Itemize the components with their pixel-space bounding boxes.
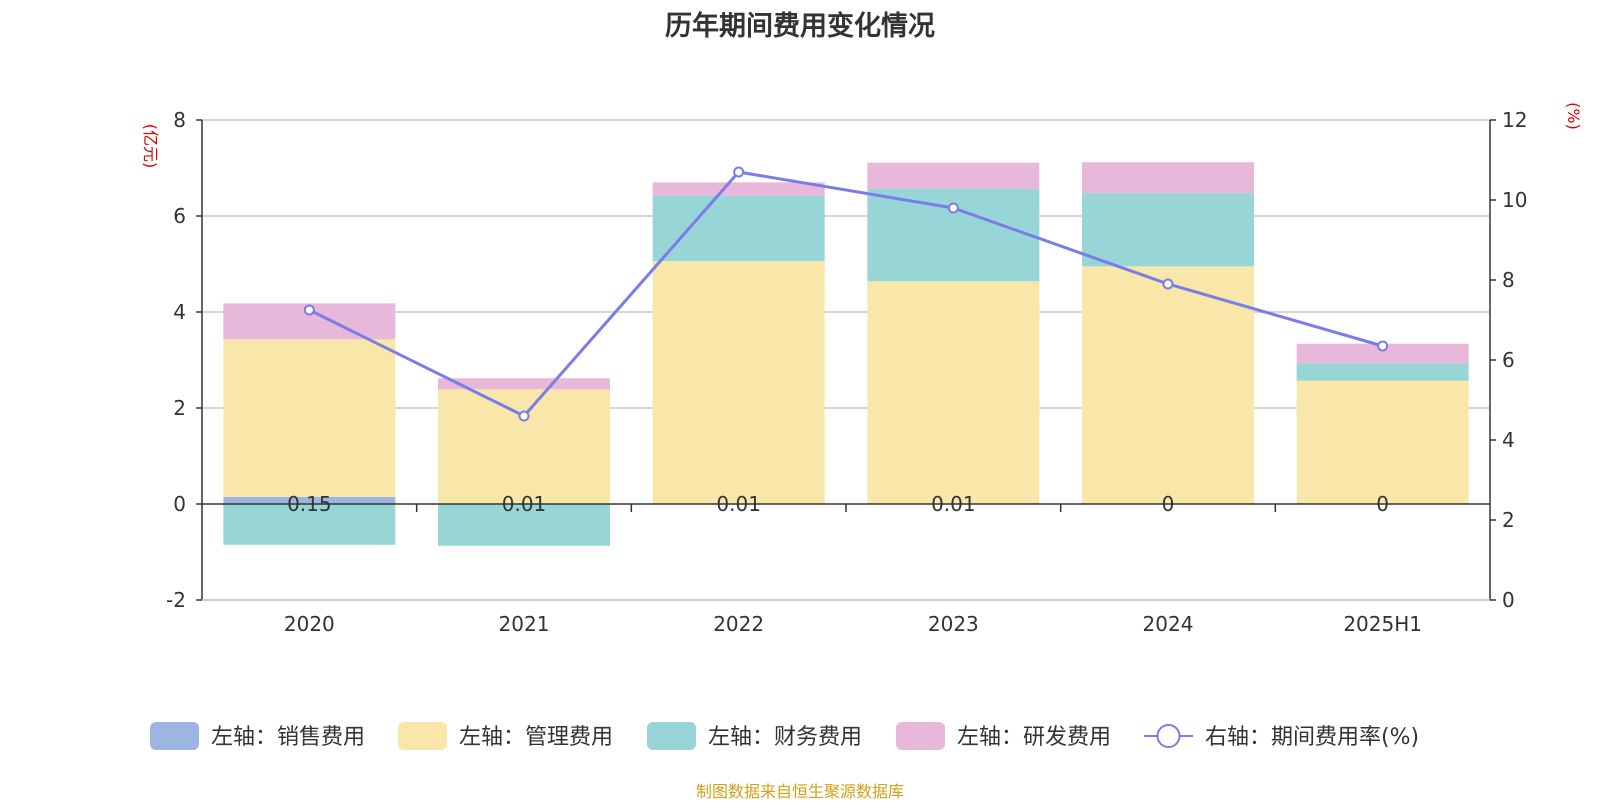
legend-label[interactable]: 左轴：财务费用 xyxy=(708,725,862,750)
left-tick-label: 6 xyxy=(173,204,186,228)
right-tick-label: 0 xyxy=(1502,588,1515,612)
bar-segment xyxy=(1296,380,1469,504)
left-tick-label: 2 xyxy=(173,396,186,420)
bar-segment xyxy=(438,504,610,546)
left-tick-label: 4 xyxy=(173,300,186,324)
category-label: 2024 xyxy=(1143,612,1194,636)
data-labels: 0.15 0.01 0.01 0.01 0 0 xyxy=(287,492,1389,516)
legend-marker xyxy=(1156,724,1181,748)
bar-segment xyxy=(867,162,1040,189)
right-tick-label: 10 xyxy=(1502,188,1527,212)
data-label: 0 xyxy=(1162,492,1175,516)
left-tick-label: 8 xyxy=(173,108,186,132)
legend-swatch xyxy=(647,722,696,750)
rate-point xyxy=(518,410,530,422)
axes: -2 0 2 4 6 8 0 2 4 6 8 10 12 2020 2021 2022 2023 2024 2025… xyxy=(166,108,1527,636)
rate-line xyxy=(308,170,1384,418)
right-tick-label: 8 xyxy=(1502,268,1515,292)
bar-segment xyxy=(1082,162,1254,193)
bar-segment xyxy=(223,496,396,504)
data-label: 0.01 xyxy=(716,492,761,516)
source-note: 制图数据来自恒生聚源数据库 xyxy=(695,782,904,801)
rate-point xyxy=(1162,278,1174,290)
bar-segment xyxy=(223,339,396,497)
bar-segment xyxy=(652,195,825,262)
rate-point xyxy=(1377,340,1389,352)
bar-segment xyxy=(1296,363,1469,381)
data-label: 0.01 xyxy=(931,492,976,516)
bar-segment xyxy=(1082,266,1254,504)
rate-point xyxy=(947,202,959,214)
bar-segment xyxy=(438,378,610,390)
data-label: 0.15 xyxy=(287,492,332,516)
bar-segment xyxy=(223,504,396,545)
category-label: 2020 xyxy=(284,612,335,636)
category-label: 2021 xyxy=(499,612,550,636)
left-tick-label: 0 xyxy=(173,492,186,516)
right-tick-label: 2 xyxy=(1502,508,1515,532)
rate-point xyxy=(303,304,315,316)
legend-swatch xyxy=(896,722,945,750)
bar-segment xyxy=(1296,343,1469,364)
bar-segment xyxy=(867,281,1040,504)
category-label: 2023 xyxy=(928,612,979,636)
category-label: 2022 xyxy=(713,612,764,636)
legend-label[interactable]: 左轴：研发费用 xyxy=(957,725,1111,750)
legend-swatch xyxy=(150,722,199,750)
right-tick-label: 6 xyxy=(1502,348,1515,372)
legend-label[interactable]: 右轴：期间费用率(%) xyxy=(1205,725,1419,750)
rate-point xyxy=(733,166,745,178)
bar-segment xyxy=(652,182,825,196)
bar-series xyxy=(223,162,1469,546)
bar-segment xyxy=(1082,192,1254,267)
left-tick-label: -2 xyxy=(166,588,186,612)
category-label: 2025H1 xyxy=(1343,612,1422,636)
bar-segment xyxy=(438,389,610,504)
legend-swatch xyxy=(398,722,447,750)
data-label: 0.01 xyxy=(502,492,547,516)
legend-label[interactable]: 左轴：销售费用 xyxy=(211,725,365,750)
right-axis-unit: (%) xyxy=(1564,102,1583,130)
bar-segment xyxy=(652,261,825,504)
data-label: 0 xyxy=(1376,492,1389,516)
right-tick-label: 12 xyxy=(1502,108,1527,132)
chart-title: 历年期间费用变化情况 xyxy=(665,11,935,42)
left-axis-unit: (亿元) xyxy=(141,124,160,169)
rate-line-series xyxy=(303,166,1389,422)
legend-label[interactable]: 左轴：管理费用 xyxy=(459,725,613,750)
legend: 左轴：销售费用 左轴：管理费用 左轴：财务费用 左轴：研发费用 右轴：期间费用率(%) xyxy=(150,722,1419,750)
right-tick-label: 4 xyxy=(1502,428,1515,452)
